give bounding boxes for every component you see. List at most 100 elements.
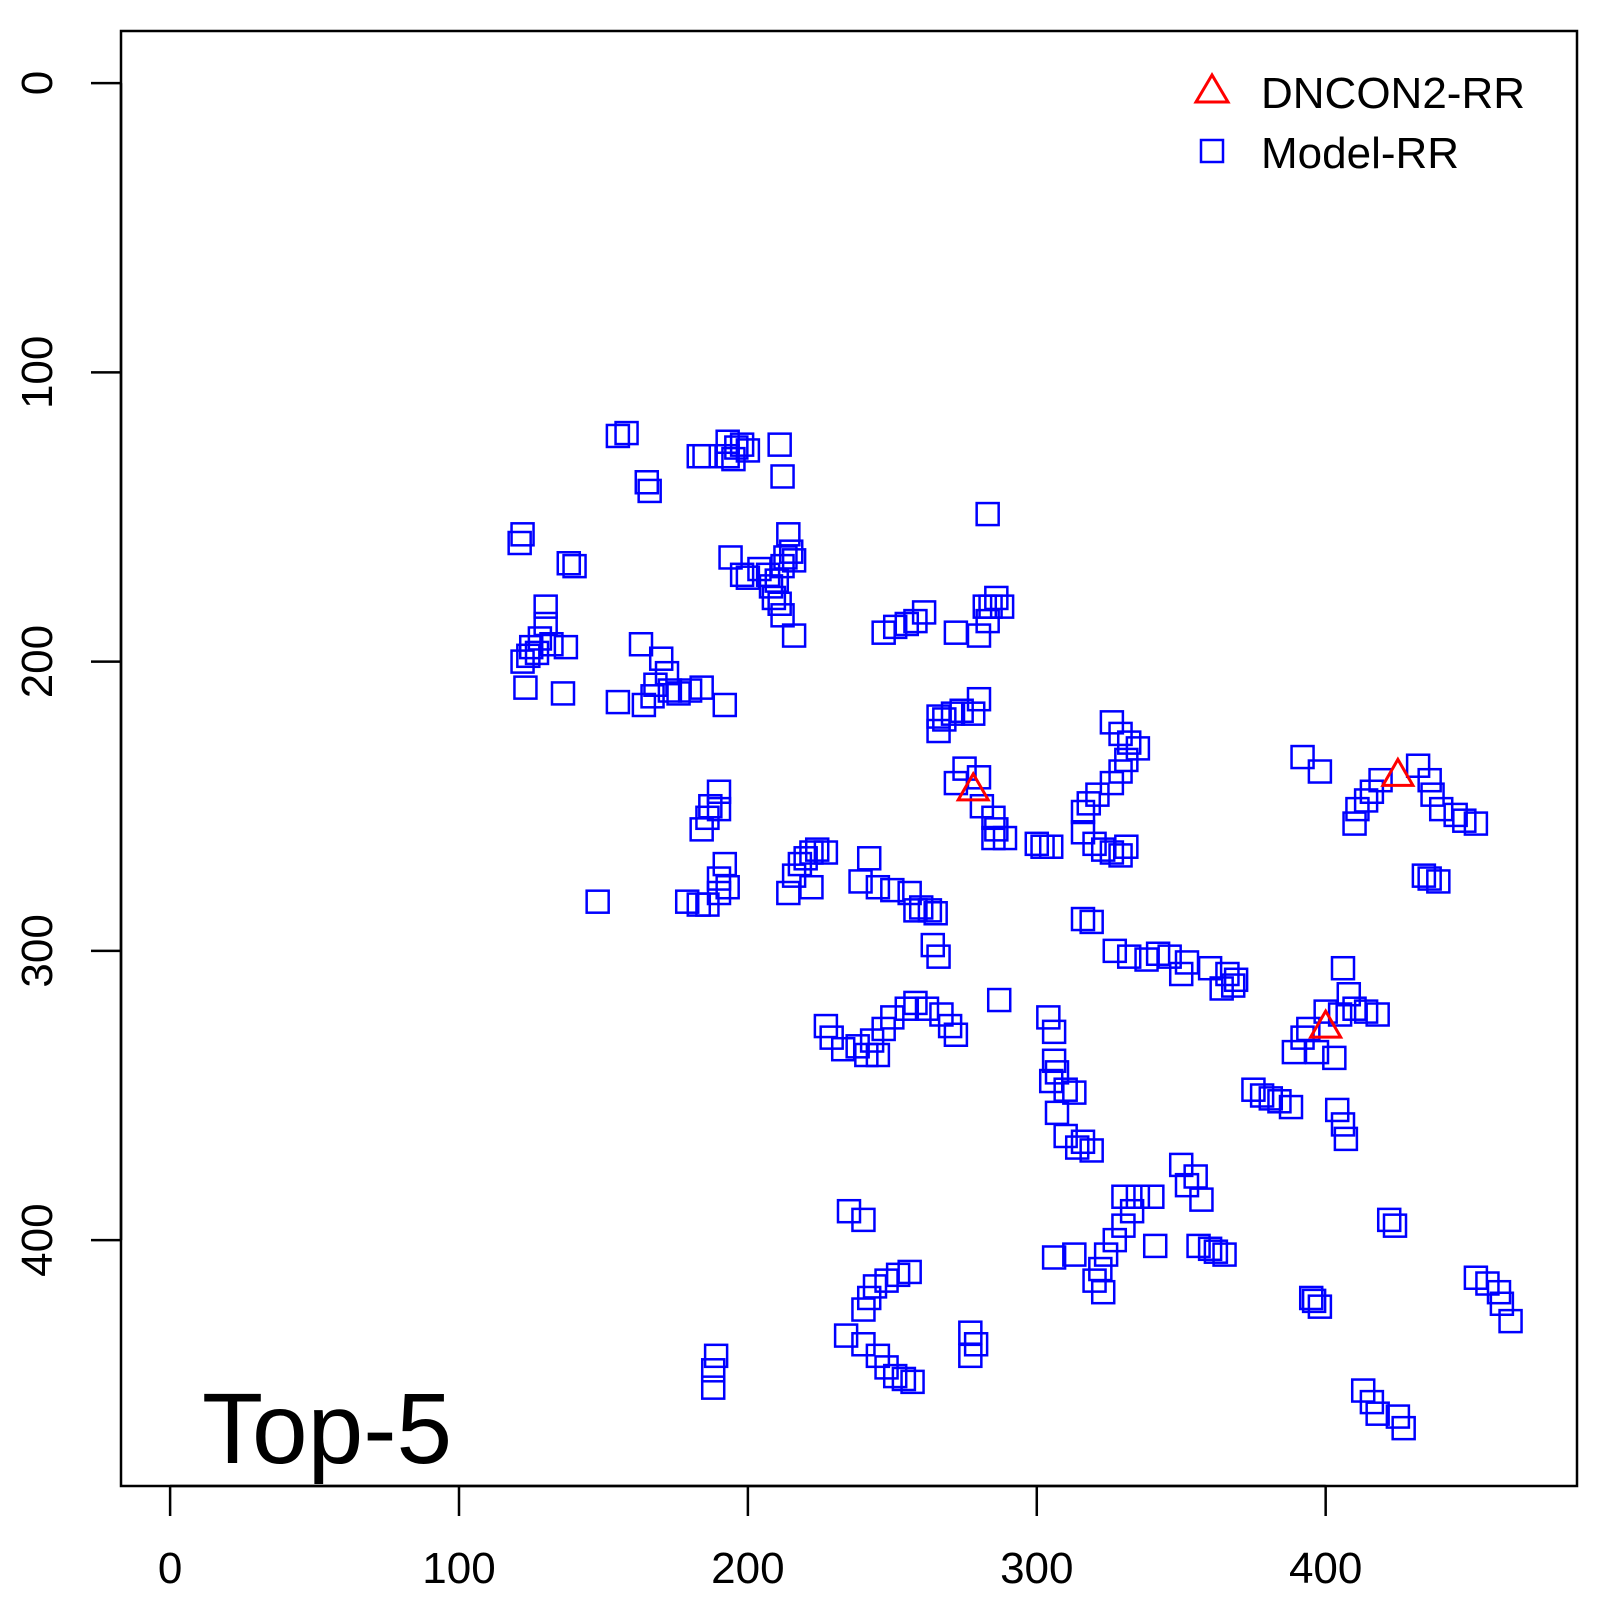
model-rr-point bbox=[1417, 866, 1442, 891]
model-rr-point bbox=[761, 585, 787, 611]
model-rr-point bbox=[703, 1343, 729, 1369]
model-rr-point bbox=[700, 1375, 726, 1400]
model-rr-point bbox=[851, 1297, 876, 1322]
model-rr-point bbox=[914, 996, 940, 1021]
model-rr-point bbox=[715, 874, 740, 900]
model-rr-point bbox=[1489, 1291, 1515, 1317]
model-rr-point bbox=[1333, 1126, 1359, 1152]
plot-frame bbox=[119, 29, 1579, 1488]
model-rr-point bbox=[1062, 1080, 1087, 1105]
model-rr-point bbox=[911, 600, 937, 625]
model-rr-point bbox=[882, 1363, 908, 1389]
model-rr-point bbox=[1102, 1227, 1128, 1253]
model-rr-point bbox=[706, 866, 732, 891]
model-rr-point bbox=[689, 817, 714, 842]
model-rr-point bbox=[972, 594, 998, 619]
model-rr-point bbox=[960, 701, 986, 726]
model-rr-point bbox=[1085, 782, 1110, 807]
model-rr-point bbox=[1342, 811, 1367, 836]
model-rr-point bbox=[1189, 1187, 1214, 1212]
model-rr-point bbox=[1376, 1207, 1402, 1233]
model-rr-point bbox=[1322, 1045, 1347, 1071]
model-rr-point bbox=[1420, 782, 1445, 807]
model-rr-point bbox=[1142, 1233, 1168, 1259]
model-rr-point bbox=[799, 840, 824, 865]
model-rr-point bbox=[813, 840, 839, 865]
model-rr-point bbox=[1278, 1094, 1304, 1120]
model-rr-point bbox=[1174, 1172, 1200, 1198]
model-rr-point bbox=[1365, 1401, 1390, 1426]
model-rr-point bbox=[648, 646, 674, 671]
model-rr-point bbox=[1296, 1016, 1321, 1042]
model-rr-point bbox=[605, 689, 631, 715]
model-rr-point bbox=[891, 1366, 917, 1392]
model-rr-point bbox=[984, 817, 1009, 842]
model-rr-point bbox=[1324, 1097, 1350, 1123]
model-rr-point bbox=[562, 553, 587, 579]
model-rr-point bbox=[556, 550, 582, 576]
model-rr-point bbox=[1241, 1077, 1266, 1102]
model-rr-point bbox=[715, 429, 740, 455]
model-rr-point bbox=[1076, 791, 1102, 816]
y-tick-label: 200 bbox=[13, 625, 62, 698]
model-rr-point bbox=[1463, 811, 1489, 836]
model-rr-point bbox=[923, 901, 948, 926]
model-rr-point bbox=[539, 631, 564, 657]
model-rr-point bbox=[865, 874, 891, 900]
model-rr-point bbox=[1197, 955, 1223, 981]
model-rr-point bbox=[1336, 982, 1362, 1007]
y-tick-label: 100 bbox=[13, 336, 62, 409]
model-rr-point bbox=[631, 692, 657, 718]
model-rr-point bbox=[729, 432, 755, 457]
model-rr-point bbox=[1197, 1236, 1223, 1262]
model-rr-point bbox=[917, 898, 943, 923]
y-tick-label: 300 bbox=[13, 914, 62, 987]
model-rr-point bbox=[628, 631, 654, 657]
model-rr-point bbox=[1116, 730, 1142, 755]
model-rr-point bbox=[1111, 1213, 1136, 1238]
legend-marker-dncon2-rr bbox=[1193, 72, 1231, 104]
legend: DNCON2-RR Model-RR bbox=[1193, 69, 1525, 178]
model-rr-point bbox=[637, 478, 662, 504]
model-rr-point bbox=[903, 898, 928, 923]
model-rr-point bbox=[510, 649, 535, 674]
model-rr-point bbox=[712, 692, 738, 718]
model-rr-point bbox=[1099, 840, 1125, 865]
model-rr-point bbox=[712, 851, 738, 877]
model-rr-point bbox=[1062, 1242, 1087, 1267]
model-rr-point bbox=[1203, 1239, 1229, 1264]
model-rr-point bbox=[767, 432, 792, 457]
model-rr-point bbox=[634, 470, 660, 495]
model-rr-point bbox=[966, 686, 992, 712]
model-rr-point bbox=[958, 1343, 983, 1369]
x-tick-label: 200 bbox=[711, 1544, 784, 1593]
model-rr-point bbox=[1036, 1005, 1061, 1030]
model-rr-point bbox=[640, 684, 665, 709]
model-rr-point bbox=[533, 594, 558, 619]
model-rr-point bbox=[1116, 944, 1142, 969]
model-rr-point bbox=[1119, 1198, 1145, 1224]
model-rr-point bbox=[1168, 961, 1194, 987]
model-rr-point bbox=[926, 944, 951, 969]
legend-marker-model-rr bbox=[1199, 138, 1225, 164]
model-rr-point bbox=[1038, 834, 1064, 859]
model-rr-point bbox=[937, 1013, 963, 1039]
model-rr-point bbox=[513, 675, 538, 700]
model-rr-point bbox=[1330, 955, 1356, 981]
model-rr-point bbox=[776, 880, 801, 906]
model-rr-point bbox=[657, 678, 683, 703]
model-rr-point bbox=[1281, 1039, 1307, 1065]
model-rr-point bbox=[1258, 1086, 1284, 1111]
model-rr-point bbox=[854, 1042, 879, 1068]
x-tick-label: 400 bbox=[1289, 1544, 1362, 1593]
dncon2-rr-point bbox=[1308, 1008, 1344, 1039]
model-rr-point bbox=[943, 620, 969, 645]
model-rr-point bbox=[1093, 1242, 1119, 1267]
model-rr-series bbox=[507, 420, 1523, 1441]
y-axis: 0 100 200 300 400 bbox=[13, 71, 123, 1277]
model-rr-point bbox=[1391, 1415, 1416, 1441]
model-rr-point bbox=[1090, 1279, 1116, 1305]
model-rr-point bbox=[1108, 721, 1133, 747]
model-rr-point bbox=[1125, 1184, 1151, 1209]
model-rr-point bbox=[900, 1369, 925, 1395]
